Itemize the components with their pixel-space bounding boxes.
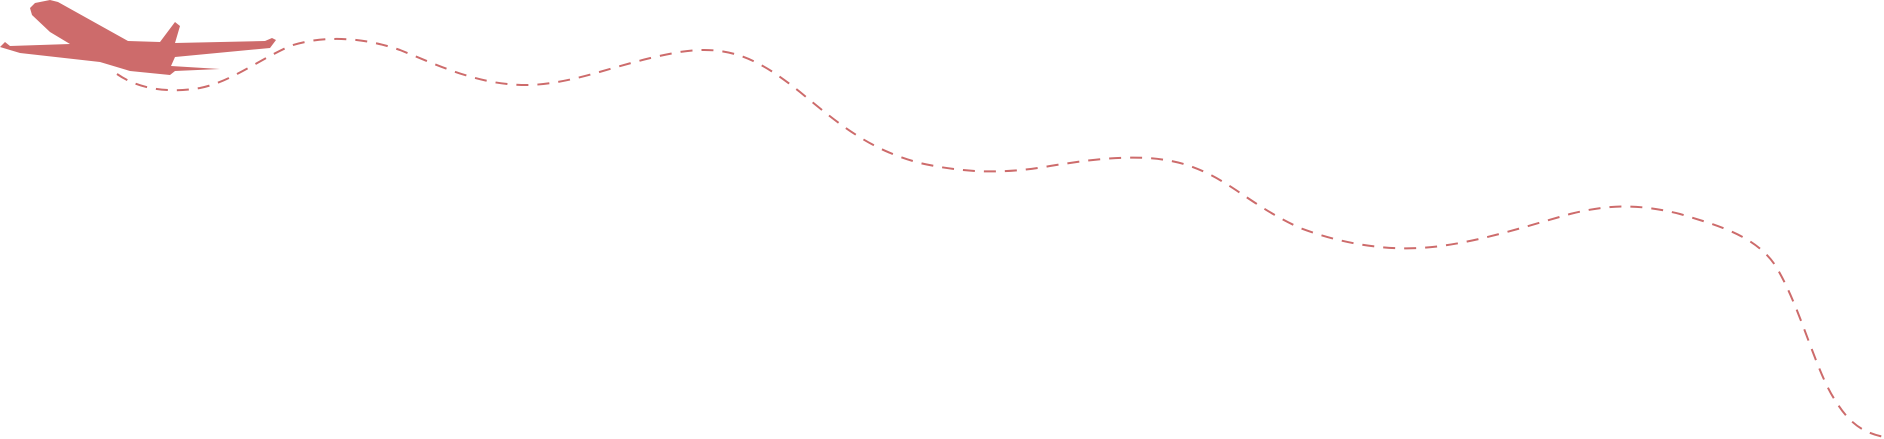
flight-path [116,37,1884,438]
airplane [0,0,276,75]
